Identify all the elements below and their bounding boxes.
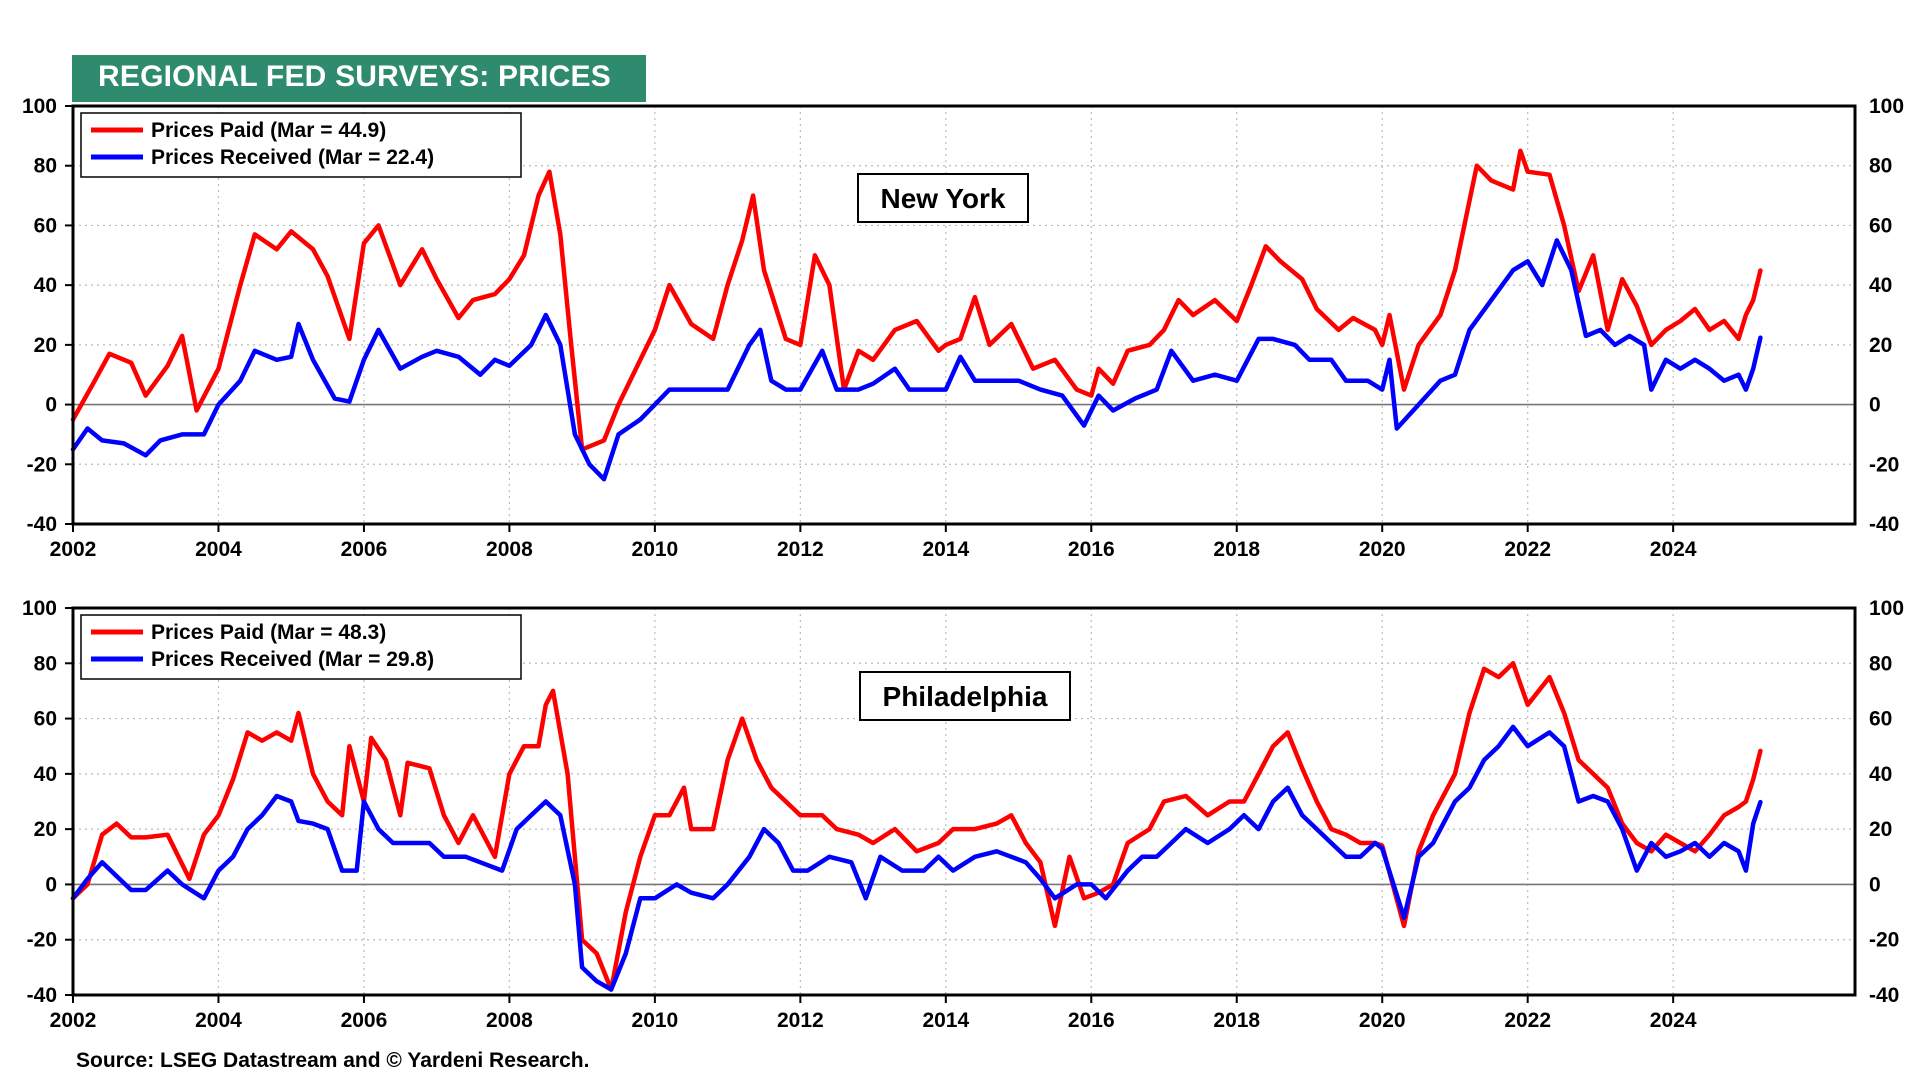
y-tick-label-right: 40 <box>1869 274 1892 297</box>
x-tick-label: 2010 <box>632 538 679 561</box>
x-tick-label: 2022 <box>1504 1009 1551 1032</box>
legend-box <box>80 112 522 178</box>
chart-title: REGIONAL FED SURVEYS: PRICES <box>98 60 611 93</box>
plot-frame <box>71 606 1857 997</box>
y-tick-label-right: 100 <box>1869 95 1904 118</box>
x-tick-label: 2014 <box>922 1009 969 1032</box>
y-tick-label-right: 100 <box>1869 597 1904 620</box>
x-tick-label: 2022 <box>1504 538 1551 561</box>
x-tick-label: 2010 <box>632 1009 679 1032</box>
y-tick-label-right: -40 <box>1869 513 1899 536</box>
x-tick-label: 2008 <box>486 538 533 561</box>
series-line-prices-received <box>70 238 1763 482</box>
y-tick-label-left: 20 <box>34 334 57 357</box>
x-tick-label: 2014 <box>922 538 969 561</box>
y-tick-label-right: -20 <box>1869 453 1899 476</box>
legend-label: Prices Received (Mar = 22.4) <box>151 146 434 169</box>
legend-label: Prices Paid (Mar = 48.3) <box>151 621 386 644</box>
x-tick-label: 2018 <box>1213 1009 1260 1032</box>
x-tick-label: 2002 <box>50 538 97 561</box>
x-tick-label: 2006 <box>341 538 388 561</box>
y-tick-label-right: -40 <box>1869 984 1899 1007</box>
y-tick-label-right: 60 <box>1869 708 1892 731</box>
x-tick-label: 2004 <box>195 1009 242 1032</box>
y-tick-label-right: -20 <box>1869 929 1899 952</box>
y-tick-label-left: -20 <box>27 929 57 952</box>
y-tick-label-right: 20 <box>1869 334 1892 357</box>
y-tick-label-left: -20 <box>27 453 57 476</box>
y-tick-label-right: 0 <box>1869 394 1881 417</box>
y-tick-label-left: 100 <box>22 95 57 118</box>
panel-title-box <box>857 173 1029 223</box>
y-tick-label-left: -40 <box>27 984 57 1007</box>
y-tick-label-right: 20 <box>1869 818 1892 841</box>
x-tick-label: 2020 <box>1359 1009 1406 1032</box>
x-tick-label: 2002 <box>50 1009 97 1032</box>
panel-title: Philadelphia <box>883 681 1048 712</box>
x-tick-label: 2006 <box>341 1009 388 1032</box>
y-tick-label-right: 40 <box>1869 763 1892 786</box>
x-tick-label: 2020 <box>1359 538 1406 561</box>
plot-frame <box>71 104 1857 526</box>
y-tick-label-left: 0 <box>45 873 57 896</box>
y-tick-label-left: 80 <box>34 652 57 675</box>
x-tick-label: 2008 <box>486 1009 533 1032</box>
panel-title: New York <box>880 183 1005 214</box>
y-tick-label-left: 60 <box>34 214 57 237</box>
source-note: Source: LSEG Datastream and © Yardeni Re… <box>76 1049 590 1072</box>
legend-box <box>80 614 522 680</box>
y-tick-label-right: 60 <box>1869 214 1892 237</box>
y-tick-label-left: 80 <box>34 155 57 178</box>
y-tick-label-left: 20 <box>34 818 57 841</box>
y-tick-label-left: 40 <box>34 274 57 297</box>
y-tick-label-right: 80 <box>1869 652 1892 675</box>
x-tick-label: 2004 <box>195 538 242 561</box>
y-tick-label-left: 100 <box>22 597 57 620</box>
x-tick-label: 2016 <box>1068 1009 1115 1032</box>
x-tick-label: 2016 <box>1068 538 1115 561</box>
x-tick-label: 2012 <box>777 1009 824 1032</box>
chart-banner: REGIONAL FED SURVEYS: PRICES <box>72 55 646 102</box>
y-tick-label-right: 80 <box>1869 155 1892 178</box>
x-tick-label: 2012 <box>777 538 824 561</box>
series-line-prices-paid <box>70 148 1763 452</box>
legend-label: Prices Received (Mar = 29.8) <box>151 648 434 671</box>
x-tick-label: 2024 <box>1650 538 1697 561</box>
x-tick-label: 2018 <box>1213 538 1260 561</box>
panel-title-box <box>859 671 1071 721</box>
y-tick-label-left: 60 <box>34 708 57 731</box>
y-tick-label-right: 0 <box>1869 873 1881 896</box>
y-tick-label-left: -40 <box>27 513 57 536</box>
series-line-prices-received <box>70 724 1763 992</box>
x-tick-label: 2024 <box>1650 1009 1697 1032</box>
y-tick-label-left: 0 <box>45 394 57 417</box>
legend-label: Prices Paid (Mar = 44.9) <box>151 119 386 142</box>
y-tick-label-left: 40 <box>34 763 57 786</box>
series-line-prices-paid <box>70 661 1763 992</box>
